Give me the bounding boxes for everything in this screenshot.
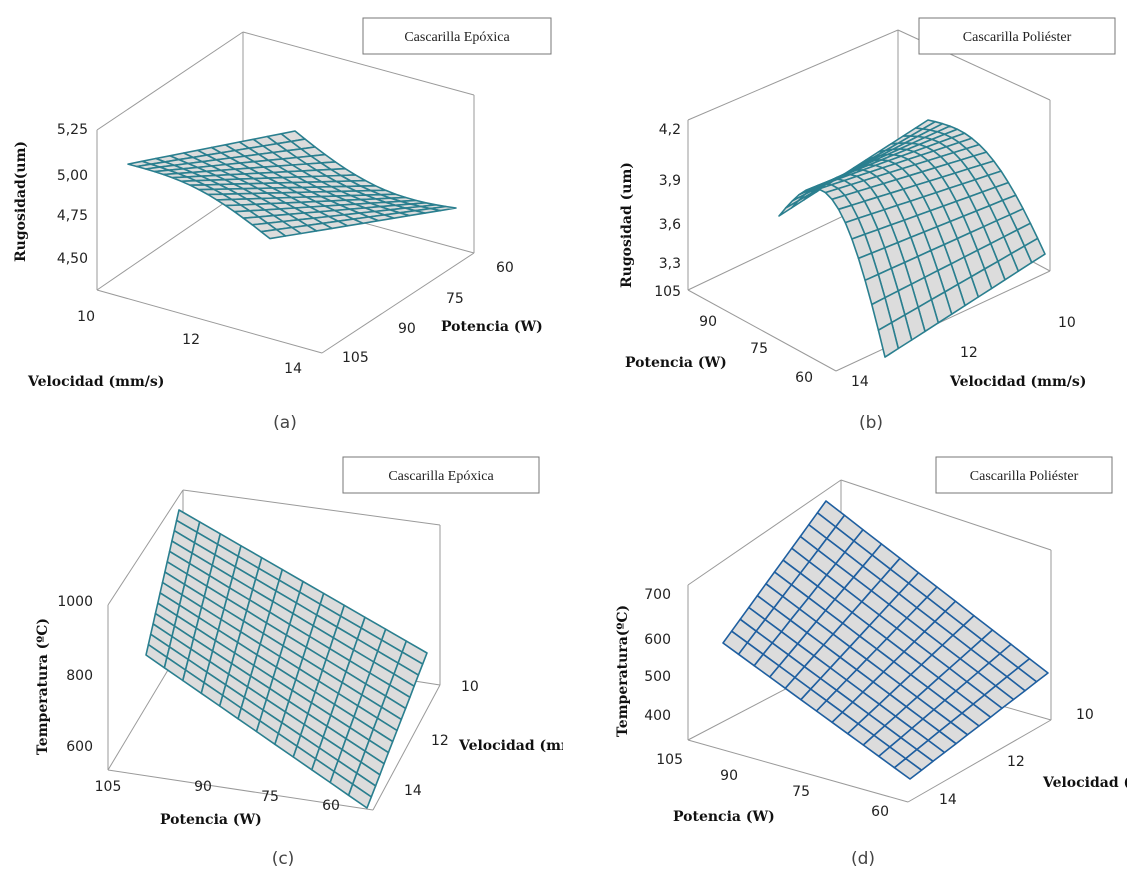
chart-c-ztick: 1000 [57, 594, 93, 610]
chart-b-ztick: 3,6 [659, 217, 681, 233]
chart-a-xlabel: Velocidad (mm/s) [27, 374, 164, 390]
chart-a-legend-box [362, 17, 552, 55]
chart-b-surface-cell [778, 200, 799, 217]
chart-d-ytick: 60 [871, 804, 889, 820]
chart-c-ytick: 90 [194, 779, 212, 795]
chart-d-ztick: 600 [644, 632, 671, 648]
chart-d-zlabel: Temperatura(ºC) [615, 605, 631, 737]
chart-a-zlabel: Rugosidad(um) [13, 141, 29, 262]
chart-d-ztick: 700 [644, 587, 671, 603]
chart-b-ytick: 90 [699, 314, 717, 330]
chart-b-surface [778, 119, 1046, 358]
chart-panel-d: Cascarilla Poliéster 700 600 500 400 Tem… [563, 435, 1127, 870]
chart-c-xtick: 10 [461, 679, 479, 695]
chart-b-ytick: 75 [750, 341, 768, 357]
chart-a-ztick: 5,25 [57, 122, 88, 138]
chart-b-svg: Cascarilla Poliéster 4,2 3,9 3,6 3,3 Rug… [619, 17, 1116, 433]
chart-c-xtick: 14 [404, 783, 422, 799]
chart-a-legend-text: Cascarilla Epóxica [404, 30, 510, 45]
chart-d-ylabel: Potencia (W) [673, 809, 775, 825]
chart-c-ztick: 600 [66, 739, 93, 755]
chart-a-caption: (a) [273, 413, 297, 433]
chart-c-xlabel: Velocidad (mm/s) [458, 738, 563, 754]
chart-d-surface-cell [893, 757, 923, 780]
chart-b-legend-text: Cascarilla Poliéster [963, 30, 1072, 45]
chart-b-ztick: 4,2 [659, 122, 681, 138]
chart-c-ytick: 75 [261, 789, 279, 805]
chart-c-surface [145, 509, 428, 809]
chart-d-legend-text: Cascarilla Poliéster [970, 469, 1079, 484]
chart-b-legend-box [918, 17, 1116, 55]
chart-b-ylabel: Potencia (W) [625, 355, 727, 371]
chart-d-ztick: 400 [644, 708, 671, 724]
chart-a-svg: Cascarilla Epóxica 5,25 5,00 4,75 4,50 R… [13, 17, 552, 433]
chart-a-ytick: 60 [496, 260, 514, 276]
chart-b-xtick: 14 [851, 374, 869, 390]
chart-b-xtick: 12 [960, 345, 978, 361]
chart-d-ytick: 105 [656, 752, 683, 768]
chart-panel-a: Cascarilla Epóxica 5,25 5,00 4,75 4,50 R… [0, 0, 563, 435]
chart-d-xlabel: Velocidad (mm/s) [1042, 775, 1127, 791]
chart-d-svg: Cascarilla Poliéster 700 600 500 400 Tem… [615, 456, 1127, 869]
chart-a-surface [127, 130, 457, 240]
chart-b-xtick: 10 [1058, 315, 1076, 331]
chart-c-ylabel: Potencia (W) [160, 812, 262, 828]
chart-a-ytick: 90 [398, 321, 416, 337]
chart-a-xtick: 14 [284, 361, 302, 377]
chart-d-surface [722, 500, 1049, 780]
chart-d-ztick: 500 [644, 669, 671, 685]
chart-a-ytick: 105 [342, 350, 369, 366]
chart-c-legend-box [342, 456, 540, 494]
chart-c-ytick: 105 [95, 779, 122, 795]
chart-a-ztick: 4,75 [57, 208, 88, 224]
chart-a-xtick: 12 [182, 332, 200, 348]
chart-b-surface-cell [877, 321, 900, 358]
chart-d-ytick: 75 [792, 784, 810, 800]
chart-d-caption: (d) [851, 849, 875, 869]
chart-c-caption: (c) [272, 849, 295, 869]
chart-b-caption: (b) [859, 413, 883, 433]
chart-c-xtick: 12 [431, 733, 449, 749]
chart-b-xlabel: Velocidad (mm/s) [949, 374, 1086, 390]
chart-c-surface-cell [347, 783, 373, 809]
chart-b-ztick: 3,9 [659, 173, 681, 189]
chart-a-xtick: 10 [77, 309, 95, 325]
chart-c-ztick: 800 [66, 668, 93, 684]
chart-d-xtick: 10 [1076, 707, 1094, 723]
chart-c-ytick: 60 [322, 798, 340, 814]
chart-d-ytick: 90 [720, 768, 738, 784]
chart-d-xtick: 12 [1007, 754, 1025, 770]
chart-c-zlabel: Temperatura (ºC) [35, 618, 51, 755]
chart-b-zlabel: Rugosidad (um) [619, 162, 635, 288]
chart-c-legend-text: Cascarilla Epóxica [388, 469, 494, 484]
chart-panel-c: Cascarilla Epóxica 1000 800 600 Temperat… [0, 435, 563, 870]
chart-c-svg: Cascarilla Epóxica 1000 800 600 Temperat… [35, 456, 563, 869]
chart-a-surface-cell [260, 228, 287, 240]
chart-b-ytick: 105 [654, 284, 681, 300]
chart-b-ztick: 3,3 [659, 256, 681, 272]
chart-a-ytick: 75 [446, 291, 464, 307]
chart-a-ylabel: Potencia (W) [441, 319, 543, 335]
chart-d-xtick: 14 [939, 792, 957, 808]
chart-panel-b: Cascarilla Poliéster 4,2 3,9 3,6 3,3 Rug… [563, 0, 1127, 435]
chart-a-ztick: 4,50 [57, 251, 88, 267]
chart-b-ytick: 60 [795, 370, 813, 386]
chart-d-legend-box [935, 456, 1113, 494]
chart-a-ztick: 5,00 [57, 168, 88, 184]
